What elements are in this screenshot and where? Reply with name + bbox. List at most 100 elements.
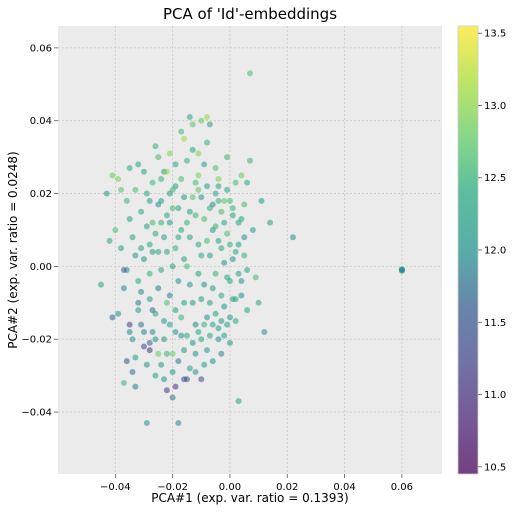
scatter-point (155, 248, 162, 255)
scatter-point (163, 350, 170, 357)
scatter-point (140, 256, 147, 263)
scatter-point (201, 161, 208, 168)
x-tick-label: 0.00 (219, 482, 241, 493)
scatter-point (183, 219, 190, 226)
scatter-point (224, 321, 231, 328)
x-axis-ticks: −0.04 −0.02 0.00 0.02 0.04 0.06 (100, 474, 413, 493)
scatter-point (192, 179, 199, 186)
scatter-point (232, 179, 239, 186)
scatter-point (204, 314, 211, 321)
scatter-point (138, 288, 145, 295)
scatter-point (169, 350, 176, 357)
scatter-point (123, 358, 130, 365)
scatter-point (169, 186, 176, 193)
scatter-point (186, 365, 193, 372)
scatter-point (140, 328, 147, 335)
x-axis-label: PCA#1 (exp. var. ratio = 0.1393) (151, 491, 348, 505)
scatter-point (215, 336, 222, 343)
scatter-point (152, 143, 159, 150)
points-layer (97, 70, 406, 427)
scatter-point (212, 270, 219, 277)
colorbar-tick-label: 10.5 (484, 462, 506, 473)
scatter-point (189, 194, 196, 201)
scatter-point (192, 350, 199, 357)
scatter-point (140, 168, 147, 175)
scatter-point (118, 245, 125, 252)
scatter-point (218, 318, 225, 325)
scatter-point (140, 343, 147, 350)
scatter-point (132, 252, 139, 259)
scatter-point (112, 226, 119, 233)
scatter-point (97, 281, 104, 288)
scatter-point (181, 299, 188, 306)
x-tick-label: 0.06 (391, 482, 413, 493)
scatter-point (235, 241, 242, 248)
scatter-point (198, 336, 205, 343)
y-tick-label: 0.02 (30, 189, 52, 200)
scatter-point (175, 358, 182, 365)
scatter-point (126, 321, 133, 328)
scatter-point (238, 292, 245, 299)
scatter-point (172, 161, 179, 168)
scatter-point (226, 197, 233, 204)
scatter-point (166, 292, 173, 299)
scatter-point (169, 205, 176, 212)
scatter-point (186, 281, 193, 288)
scatter-point (181, 135, 188, 142)
scatter-point (183, 157, 190, 164)
scatter-point (181, 376, 188, 383)
scatter-point (252, 274, 259, 281)
scatter-point (146, 296, 153, 303)
scatter-point (206, 299, 213, 306)
scatter-point (163, 248, 170, 255)
colorbar: 10.5 11.0 11.5 12.0 12.5 13.0 13.5 (457, 25, 506, 475)
scatter-point (118, 186, 125, 193)
scatter-point (244, 307, 251, 314)
y-axis-ticks: −0.04 −0.02 0.00 0.02 0.04 0.06 (21, 43, 58, 419)
scatter-point (135, 277, 142, 284)
scatter-point (155, 154, 162, 161)
scatter-point (166, 321, 173, 328)
scatter-point (229, 296, 236, 303)
scatter-point (218, 292, 225, 299)
scatter-point (186, 208, 193, 215)
scatter-point (247, 157, 253, 164)
x-tick-label: −0.02 (157, 482, 188, 493)
scatter-point (195, 150, 202, 157)
scatter-point (172, 328, 179, 335)
scatter-point (221, 303, 228, 310)
scatter-point (209, 201, 216, 208)
scatter-point (155, 350, 162, 357)
scatter-point (201, 216, 208, 223)
scatter-point (209, 358, 216, 365)
scatter-point (212, 165, 219, 172)
scatter-point (215, 175, 222, 182)
scatter-point (195, 172, 202, 179)
y-tick-label: −0.02 (21, 335, 52, 346)
colorbar-gradient (458, 26, 478, 474)
scatter-point (215, 237, 222, 244)
scatter-point (163, 299, 170, 306)
scatter-point (192, 212, 199, 219)
scatter-point (198, 194, 205, 201)
scatter-point (143, 361, 150, 368)
scatter-point (161, 376, 168, 383)
scatter-point (195, 241, 202, 248)
scatter-point (181, 347, 188, 354)
scatter-point (232, 248, 239, 255)
scatter-point (135, 307, 142, 314)
scatter-point (209, 321, 216, 328)
scatter-point (209, 226, 216, 233)
scatter-point (244, 267, 251, 274)
x-tick-label: 0.02 (276, 482, 298, 493)
scatter-point (126, 216, 133, 223)
colorbar-tick-label: 12.5 (484, 173, 506, 184)
scatter-point (169, 263, 176, 270)
scatter-point (399, 267, 406, 274)
scatter-point (152, 336, 159, 343)
scatter-point (201, 321, 208, 328)
scatter-point (138, 245, 145, 252)
scatter-point (204, 237, 211, 244)
